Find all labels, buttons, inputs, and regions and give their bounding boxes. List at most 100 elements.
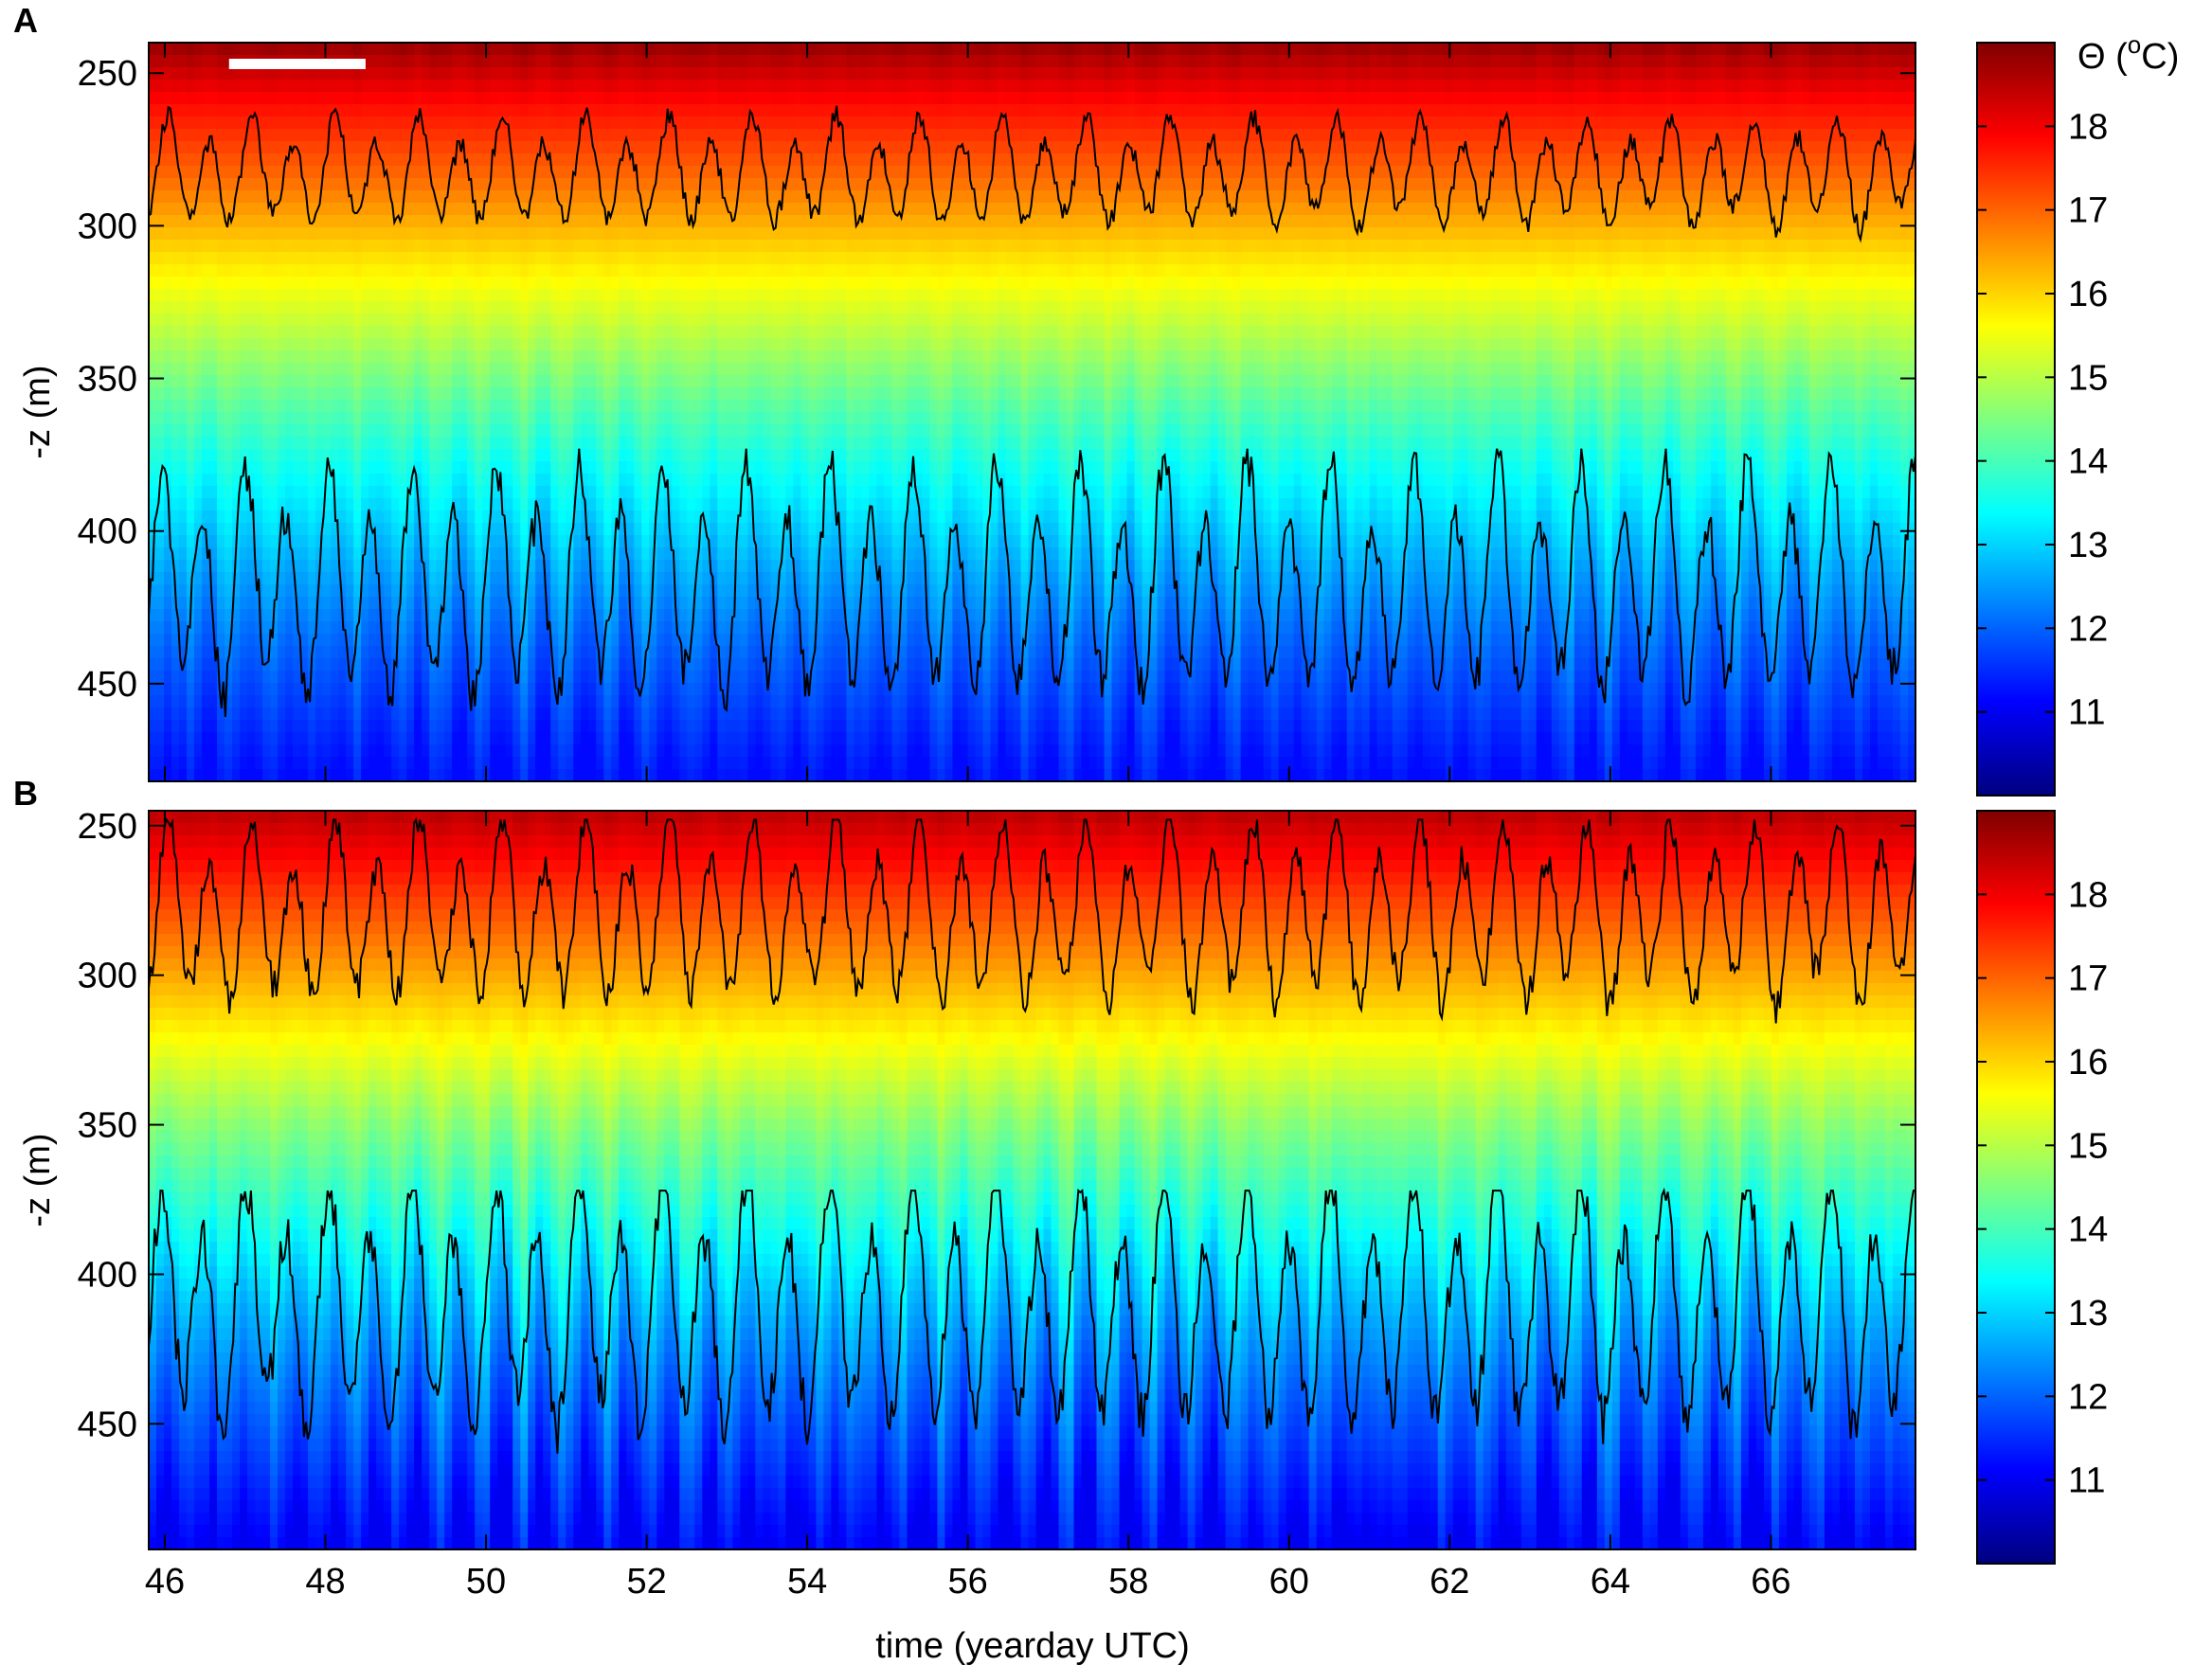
heatmap-cell [452,572,460,585]
heatmap-cell [588,264,597,278]
heatmap-cell [437,449,445,462]
heatmap-cell [558,55,566,68]
heatmap-cell [528,55,536,68]
heatmap-cell [225,707,233,721]
heatmap-cell [293,104,301,117]
heatmap-cell [490,313,498,327]
heatmap-cell [179,92,188,105]
heatmap-cell [505,523,513,536]
heatmap-cell [482,474,491,487]
heatmap-cell [543,461,551,474]
heatmap-cell [338,732,347,745]
heatmap-cell [634,190,642,204]
heatmap-cell [573,412,582,425]
heatmap-cell [414,572,423,585]
heatmap-cell [603,92,612,105]
heatmap-cell [611,92,620,105]
heatmap-cell [232,597,241,610]
heatmap-cell [558,350,566,364]
heatmap-cell [278,289,286,302]
heatmap-cell [679,129,688,142]
heatmap-cell [187,313,195,327]
heatmap-cell [482,55,491,68]
heatmap-cell [187,424,195,438]
heatmap-cell [710,43,718,56]
heatmap-cell [384,609,392,622]
heatmap-cell [361,400,369,413]
heatmap-cell [414,227,423,241]
heatmap-cell [444,350,453,364]
heatmap-cell [361,116,369,130]
heatmap-cell [596,523,604,536]
heatmap-cell [391,510,400,524]
heatmap-cell [164,400,172,413]
heatmap-cell [672,190,680,204]
heatmap-cell [641,609,650,622]
heatmap-cell [240,720,248,733]
heatmap-cell [513,289,521,302]
heatmap-cell [611,264,620,278]
heatmap-cell [255,461,263,474]
heatmap-cell [672,572,680,585]
heatmap-cell [649,498,657,511]
heatmap-cell [467,437,476,450]
heatmap-cell [543,203,551,216]
heatmap-cell [194,658,203,671]
heatmap-cell [505,92,513,105]
heatmap-cell [619,129,627,142]
heatmap-cell [361,350,369,364]
heatmap-cell [573,757,582,770]
heatmap-cell [763,757,771,770]
heatmap-cell [437,634,445,647]
heatmap-cell [702,769,710,781]
heatmap-cell [285,129,294,142]
heatmap-cell [656,55,665,68]
heatmap-cell [694,683,703,696]
heatmap-cell [376,449,385,462]
heatmap-cell [293,560,301,573]
heatmap-cell [369,80,377,93]
heatmap-cell [482,609,491,622]
heatmap-cell [664,547,673,561]
heatmap-cell [361,720,369,733]
heatmap-cell [656,634,665,647]
heatmap-cell [664,387,673,401]
heatmap-cell [331,289,339,302]
heatmap-cell [346,683,354,696]
heatmap-cell [763,104,771,117]
heatmap-cell [581,744,589,758]
heatmap-cell [331,584,339,598]
heatmap-cell [429,215,438,228]
heatmap-cell [649,437,657,450]
heatmap-cell [513,547,521,561]
heatmap-cell [581,461,589,474]
heatmap-cell [391,178,400,191]
heatmap-cell [369,572,377,585]
heatmap-cell [361,227,369,241]
heatmap-cell [293,634,301,647]
heatmap-cell [331,264,339,278]
heatmap-cell [694,646,703,659]
heatmap-cell [232,153,241,167]
heatmap-cell [497,621,506,635]
heatmap-cell [437,707,445,721]
heatmap-cell [194,363,203,376]
heatmap-cell [171,535,180,548]
heatmap-cell [619,375,627,388]
heatmap-cell [626,634,635,647]
heatmap-cell [217,215,225,228]
heatmap-cell [240,510,248,524]
heatmap-cell [694,474,703,487]
heatmap-cell [535,412,544,425]
heatmap-cell [611,313,620,327]
heatmap-cell [331,338,339,351]
heatmap-cell [603,474,612,487]
heatmap-cell [384,67,392,81]
heatmap-cell [679,326,688,339]
heatmap-cell [505,609,513,622]
heatmap-cell [300,92,309,105]
heatmap-cell [770,227,779,241]
heatmap-cell [338,695,347,708]
heatmap-cell [558,67,566,81]
heatmap-cell [490,707,498,721]
